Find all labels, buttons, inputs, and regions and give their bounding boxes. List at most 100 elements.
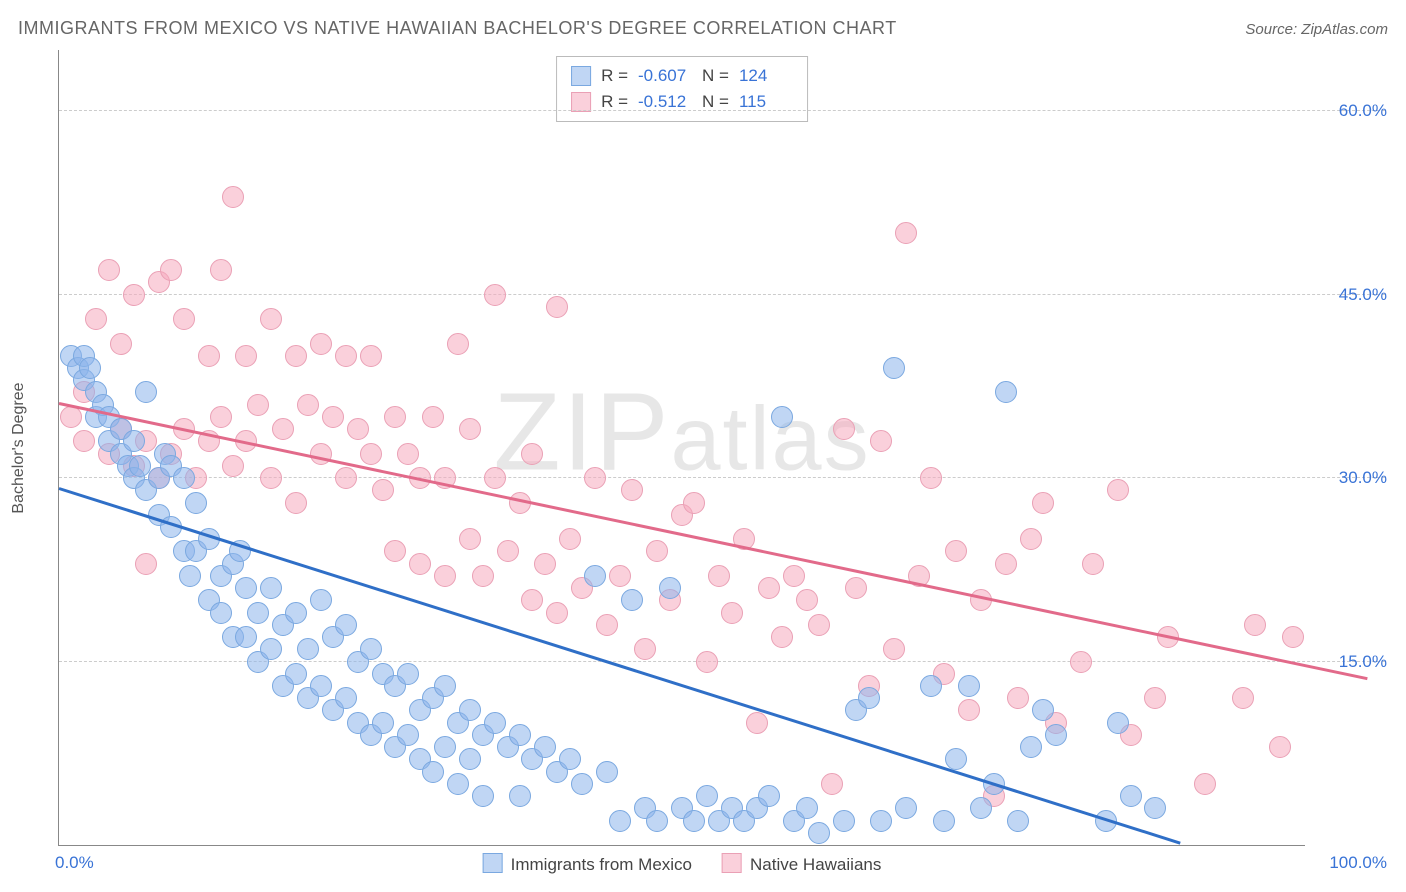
- scatter-point-hawaiian: [272, 418, 294, 440]
- scatter-point-hawaiian: [1107, 479, 1129, 501]
- scatter-point-hawaiian: [372, 479, 394, 501]
- scatter-point-mexico: [459, 748, 481, 770]
- trend-line-mexico: [59, 487, 1181, 845]
- scatter-point-hawaiian: [696, 651, 718, 673]
- scatter-point-hawaiian: [285, 492, 307, 514]
- scatter-point-mexico: [173, 467, 195, 489]
- scatter-point-mexico: [1120, 785, 1142, 807]
- title-bar: IMMIGRANTS FROM MEXICO VS NATIVE HAWAIIA…: [18, 18, 1388, 39]
- scatter-point-mexico: [484, 712, 506, 734]
- scatter-point-hawaiian: [73, 430, 95, 452]
- scatter-point-mexico: [434, 736, 456, 758]
- scatter-point-hawaiian: [1070, 651, 1092, 673]
- scatter-point-hawaiian: [683, 492, 705, 514]
- scatter-point-hawaiian: [833, 418, 855, 440]
- scatter-point-hawaiian: [1032, 492, 1054, 514]
- scatter-point-hawaiian: [1282, 626, 1304, 648]
- scatter-point-hawaiian: [98, 259, 120, 281]
- scatter-point-mexico: [422, 761, 444, 783]
- scatter-point-hawaiian: [721, 602, 743, 624]
- y-tick-label: 30.0%: [1317, 468, 1387, 488]
- scatter-point-hawaiian: [360, 443, 382, 465]
- scatter-point-hawaiian: [546, 602, 568, 624]
- scatter-point-hawaiian: [1144, 687, 1166, 709]
- gridline: [59, 477, 1385, 478]
- scatter-point-hawaiian: [422, 406, 444, 428]
- watermark-text: ZIPatlas: [493, 368, 870, 495]
- chart-title: IMMIGRANTS FROM MEXICO VS NATIVE HAWAIIA…: [18, 18, 897, 39]
- scatter-point-mexico: [509, 724, 531, 746]
- scatter-point-mexico: [247, 602, 269, 624]
- scatter-point-mexico: [397, 663, 419, 685]
- scatter-point-hawaiian: [110, 333, 132, 355]
- scatter-point-hawaiian: [297, 394, 319, 416]
- scatter-point-hawaiian: [870, 430, 892, 452]
- scatter-point-hawaiian: [958, 699, 980, 721]
- scatter-point-mexico: [310, 589, 332, 611]
- scatter-point-hawaiian: [322, 406, 344, 428]
- scatter-point-mexico: [335, 614, 357, 636]
- series-legend: Immigrants from MexicoNative Hawaiians: [483, 853, 882, 875]
- scatter-point-hawaiian: [447, 333, 469, 355]
- scatter-point-hawaiian: [758, 577, 780, 599]
- scatter-point-mexico: [621, 589, 643, 611]
- scatter-point-hawaiian: [1269, 736, 1291, 758]
- scatter-point-mexico: [260, 638, 282, 660]
- y-tick-label: 45.0%: [1317, 285, 1387, 305]
- n-label: N =: [702, 63, 729, 89]
- scatter-point-mexico: [796, 797, 818, 819]
- scatter-point-mexico: [1107, 712, 1129, 734]
- scatter-point-mexico: [596, 761, 618, 783]
- scatter-point-hawaiian: [235, 345, 257, 367]
- scatter-point-mexico: [509, 785, 531, 807]
- scatter-point-mexico: [135, 381, 157, 403]
- scatter-point-mexico: [472, 785, 494, 807]
- scatter-point-hawaiian: [621, 479, 643, 501]
- scatter-point-mexico: [397, 724, 419, 746]
- scatter-point-mexico: [584, 565, 606, 587]
- scatter-point-mexico: [297, 638, 319, 660]
- scatter-point-hawaiian: [521, 589, 543, 611]
- scatter-point-hawaiian: [472, 565, 494, 587]
- scatter-point-mexico: [235, 577, 257, 599]
- scatter-point-hawaiian: [484, 284, 506, 306]
- scatter-point-hawaiian: [210, 406, 232, 428]
- r-value: -0.607: [638, 63, 692, 89]
- scatter-point-hawaiian: [609, 565, 631, 587]
- scatter-point-mexico: [696, 785, 718, 807]
- scatter-point-hawaiian: [397, 443, 419, 465]
- scatter-point-mexico: [571, 773, 593, 795]
- scatter-point-mexico: [933, 810, 955, 832]
- legend-swatch-icon: [571, 92, 591, 112]
- scatter-point-mexico: [771, 406, 793, 428]
- y-tick-label: 60.0%: [1317, 101, 1387, 121]
- scatter-point-mexico: [335, 687, 357, 709]
- scatter-point-hawaiian: [920, 467, 942, 489]
- scatter-point-hawaiian: [1232, 687, 1254, 709]
- scatter-point-hawaiian: [596, 614, 618, 636]
- scatter-point-hawaiian: [384, 540, 406, 562]
- scatter-point-hawaiian: [310, 333, 332, 355]
- scatter-point-hawaiian: [160, 259, 182, 281]
- scatter-point-mexico: [646, 810, 668, 832]
- scatter-point-mexico: [79, 357, 101, 379]
- scatter-point-mexico: [858, 687, 880, 709]
- scatter-point-hawaiian: [173, 308, 195, 330]
- scatter-point-hawaiian: [584, 467, 606, 489]
- scatter-point-mexico: [447, 773, 469, 795]
- scatter-point-mexico: [185, 492, 207, 514]
- scatter-point-mexico: [870, 810, 892, 832]
- scatter-point-hawaiian: [347, 418, 369, 440]
- r-label: R =: [601, 63, 628, 89]
- scatter-point-hawaiian: [222, 455, 244, 477]
- scatter-point-hawaiian: [409, 553, 431, 575]
- legend-stats-row-mexico: R =-0.607N =124: [571, 63, 793, 89]
- scatter-point-hawaiian: [845, 577, 867, 599]
- scatter-point-hawaiian: [783, 565, 805, 587]
- scatter-point-hawaiian: [1244, 614, 1266, 636]
- scatter-point-hawaiian: [85, 308, 107, 330]
- scatter-point-mexico: [285, 663, 307, 685]
- scatter-point-hawaiian: [198, 345, 220, 367]
- scatter-point-hawaiian: [335, 345, 357, 367]
- scatter-point-hawaiian: [360, 345, 382, 367]
